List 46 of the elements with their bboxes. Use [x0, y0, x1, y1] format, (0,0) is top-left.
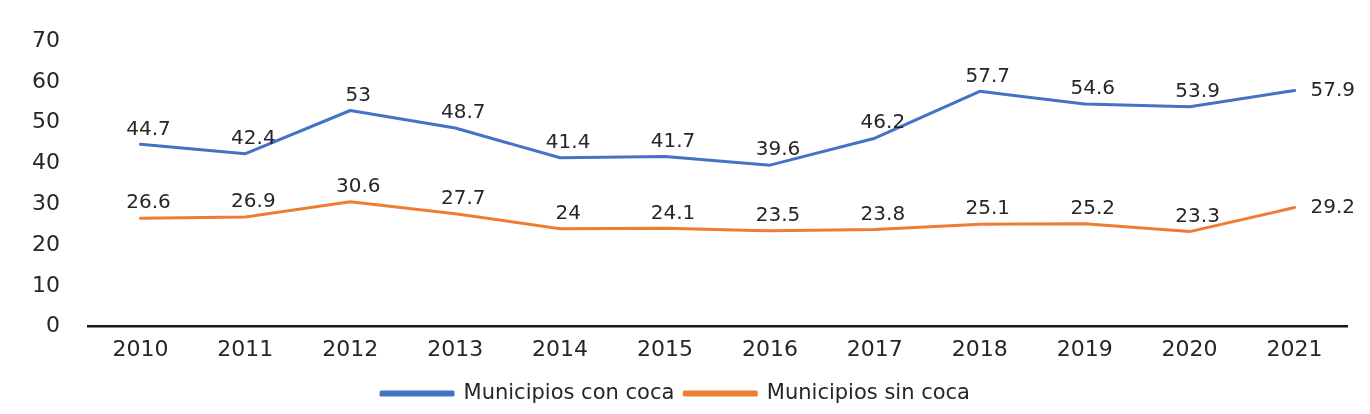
y-tick-label: 20	[31, 230, 60, 256]
x-tick-label: 2012	[322, 335, 379, 361]
data-label: 24.1	[650, 199, 696, 224]
data-label: 46.2	[860, 109, 906, 134]
y-tick-label: 30	[31, 190, 60, 215]
data-label: 25.2	[1070, 195, 1115, 220]
data-label: 30.6	[336, 173, 381, 198]
y-tick-label: 0	[45, 312, 60, 338]
data-label: 57.7	[965, 62, 1011, 87]
y-tick-label: 70	[31, 26, 60, 52]
legend-label: Municipios sin coca	[766, 379, 970, 404]
data-label: 53.9	[1175, 78, 1220, 103]
x-tick-label: 2020	[1161, 335, 1218, 361]
data-label: 23.3	[1175, 202, 1220, 227]
data-label: 39.6	[755, 136, 801, 161]
x-tick-label: 2017	[846, 335, 903, 361]
data-label: 41.4	[545, 129, 591, 154]
x-tick-label: 2016	[741, 335, 798, 361]
y-tick-label: 50	[31, 108, 60, 134]
data-label: 26.6	[126, 189, 171, 214]
y-tick-label: 10	[31, 271, 60, 297]
data-label: 53	[345, 81, 372, 106]
data-label: 27.7	[440, 184, 486, 209]
data-label: 41.7	[650, 127, 696, 152]
legend-label: Municipios con coca	[463, 379, 675, 404]
x-tick-label: 2013	[427, 335, 484, 361]
data-label: 29.2	[1310, 193, 1356, 218]
x-tick-label: 2010	[112, 335, 169, 361]
x-tick-label: 2011	[217, 335, 274, 361]
x-tick-label: 2021	[1266, 335, 1323, 361]
data-label: 57.9	[1310, 76, 1356, 101]
y-tick-label: 60	[31, 67, 60, 93]
x-tick-label: 2015	[637, 335, 694, 361]
x-tick-label: 2014	[532, 335, 589, 361]
data-label: 23.5	[755, 201, 801, 226]
y-tick-label: 40	[31, 149, 60, 175]
data-label: 48.7	[440, 99, 486, 124]
x-tick-label: 2019	[1056, 335, 1113, 361]
data-label: 25.1	[965, 195, 1011, 220]
x-tick-label: 2018	[951, 335, 1008, 361]
data-label: 44.7	[126, 115, 171, 140]
data-label: 24	[555, 199, 581, 224]
data-label: 42.4	[231, 124, 276, 149]
data-label: 54.6	[1070, 75, 1115, 100]
data-label: 23.8	[860, 200, 906, 225]
data-label: 26.9	[231, 188, 276, 213]
